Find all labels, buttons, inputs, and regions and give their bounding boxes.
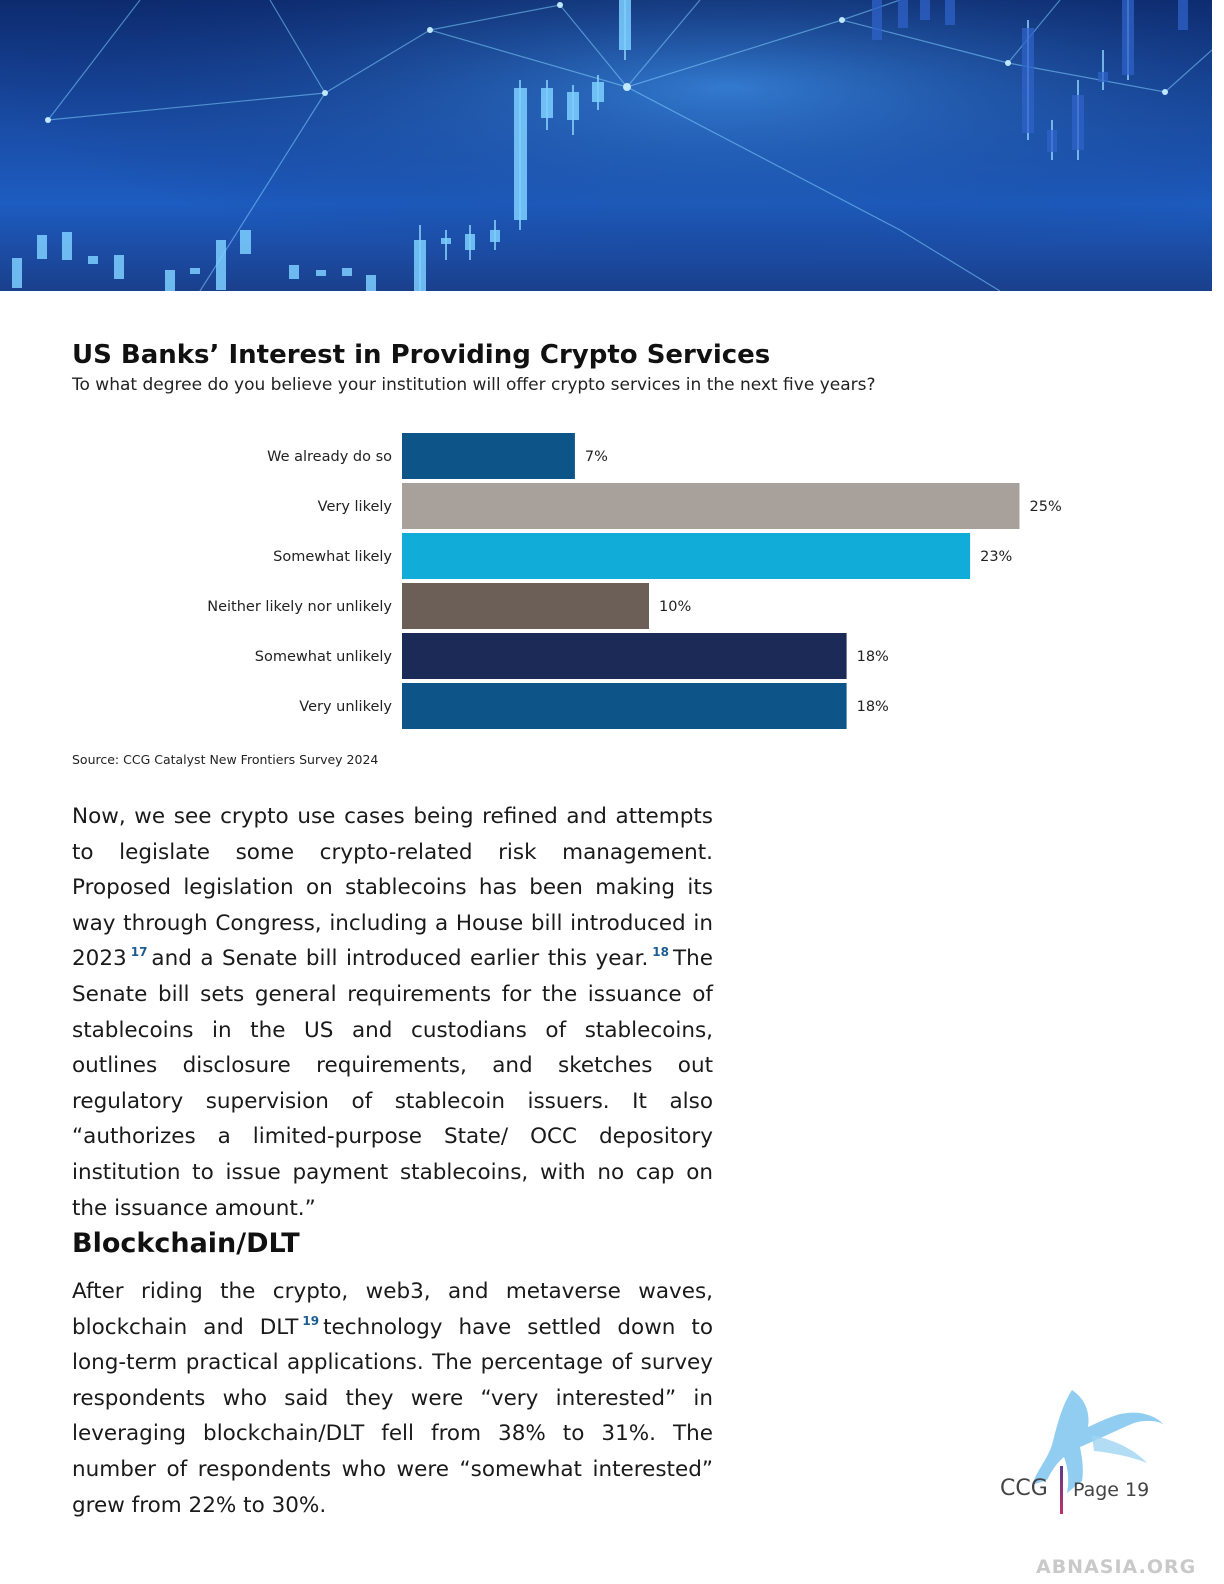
data-label: 18% xyxy=(857,699,889,715)
footer-brand: CCG xyxy=(1000,1476,1048,1501)
data-label: 25% xyxy=(1030,499,1062,515)
header-banner-image xyxy=(0,0,1212,291)
page-number: Page 19 xyxy=(1073,1479,1150,1501)
paragraph-text: After riding the crypto, web3, and metav… xyxy=(72,1279,713,1340)
candlestick-network-illustration xyxy=(0,0,1212,291)
category-label: Very likely xyxy=(318,499,393,515)
paragraph-text: and a Senate bill introduced earlier thi… xyxy=(151,946,649,972)
category-label: Somewhat likely xyxy=(273,549,392,565)
category-label: Neither likely nor unlikely xyxy=(207,599,392,615)
footnote-ref[interactable]: 18 xyxy=(652,945,669,960)
paragraph-text: Now, we see crypto use cases being refin… xyxy=(72,804,713,972)
watermark: ABNASIA.ORG xyxy=(1036,1556,1197,1578)
griffin-logo-icon xyxy=(1032,1390,1164,1493)
body-paragraph-stablecoins: Now, we see crypto use cases being refin… xyxy=(72,799,713,1226)
footer-divider xyxy=(1060,1466,1063,1514)
bar xyxy=(402,633,847,679)
data-label: 18% xyxy=(857,649,889,665)
category-label: Somewhat unlikely xyxy=(255,649,393,665)
data-label: 23% xyxy=(980,549,1012,565)
chart-subtitle: To what degree do you believe your insti… xyxy=(72,375,876,395)
bar xyxy=(402,433,575,479)
footnote-ref[interactable]: 19 xyxy=(302,1313,320,1328)
bar-chart: We already do so 7% Very likely 25% Somewhat… xyxy=(207,433,1062,729)
data-label: 10% xyxy=(659,599,691,615)
body-paragraph-blockchain: After riding the crypto, web3, and metav… xyxy=(72,1274,713,1523)
category-label: We already do so xyxy=(267,449,392,465)
data-label: 7% xyxy=(585,449,608,465)
footnote-ref[interactable]: 17 xyxy=(130,945,148,960)
bar xyxy=(402,533,971,579)
paragraph-text: The Senate bill sets general requirement… xyxy=(72,946,713,1221)
bar xyxy=(402,683,847,729)
bar xyxy=(402,583,649,629)
section-heading: Blockchain/DLT xyxy=(72,1228,300,1259)
category-label: Very unlikely xyxy=(299,699,392,715)
chart-source-note: Source: CCG Catalyst New Frontiers Surve… xyxy=(72,752,379,767)
chart-title: US Banks’ Interest in Providing Crypto S… xyxy=(72,340,771,370)
paragraph-text: technology have settled down to long-ter… xyxy=(72,1314,713,1518)
bar xyxy=(402,483,1020,529)
